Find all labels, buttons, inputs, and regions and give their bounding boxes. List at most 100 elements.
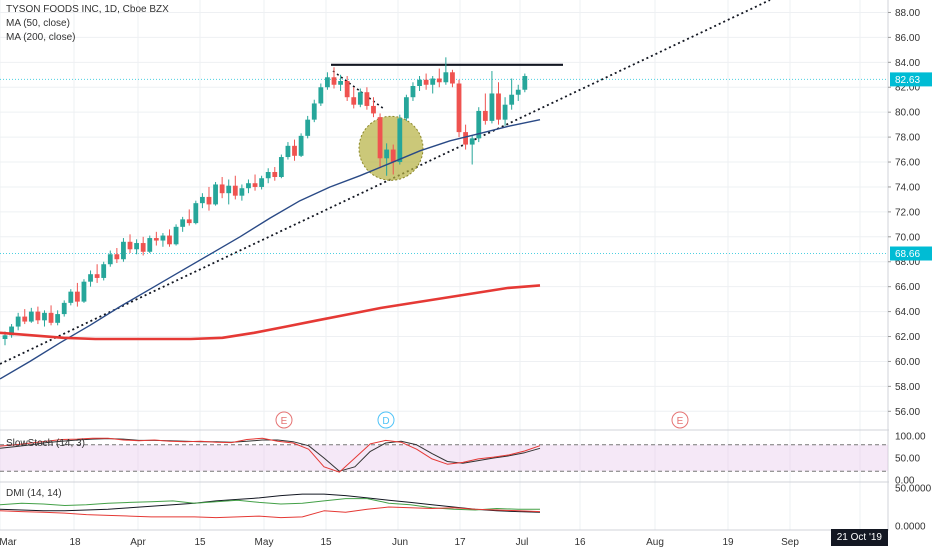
earnings-marker[interactable]: E	[671, 411, 689, 429]
candle-body	[55, 314, 61, 323]
dividend-marker[interactable]: D	[377, 411, 395, 429]
candle-up	[489, 71, 495, 124]
candle-up	[9, 324, 14, 338]
candle-body	[292, 145, 297, 156]
candle-down	[390, 144, 396, 175]
candle-up	[417, 76, 422, 91]
highlight-ellipse	[358, 115, 424, 181]
candle-up	[101, 261, 107, 281]
candle-up	[180, 216, 186, 232]
price-tag-label: 82.63	[895, 75, 920, 86]
candle-body	[160, 235, 166, 241]
candle-body	[384, 149, 390, 159]
price-tick-label: 84.00	[895, 58, 920, 69]
candle-body	[417, 79, 422, 86]
candle-body	[265, 172, 271, 179]
candle-body	[410, 86, 416, 98]
candle-up	[147, 235, 153, 254]
candle-down	[331, 67, 337, 89]
candle-up	[173, 224, 179, 246]
overlay-lines	[0, 0, 888, 365]
candle-body	[371, 105, 376, 114]
price-tick-label: 64.00	[895, 307, 920, 318]
candle-body	[364, 92, 370, 106]
candle-down	[482, 93, 488, 125]
candle-up	[265, 168, 271, 184]
candle-body	[344, 81, 350, 98]
dmi-tick-label: 50.0000	[895, 484, 932, 495]
candle-up	[134, 239, 139, 255]
time-tick-label: Jul	[516, 537, 529, 548]
candle-body	[9, 326, 14, 336]
candle-up	[213, 181, 218, 206]
candle-body	[107, 254, 113, 265]
price-tick-label: 78.00	[895, 133, 920, 144]
price-tick-label: 74.00	[895, 182, 920, 193]
price-tick-label: 88.00	[895, 8, 920, 19]
candle-down	[364, 87, 370, 110]
candle-body	[403, 97, 409, 119]
event-circle	[275, 411, 293, 429]
candle-body	[28, 311, 34, 322]
stoch-tick-label: 100.00	[895, 432, 926, 443]
candle-body	[22, 316, 28, 322]
candle-down	[436, 68, 442, 88]
chart-title: TYSON FOODS INC, 1D, Cboe BZX	[6, 4, 169, 15]
event-label: E	[281, 416, 288, 427]
time-tick-label: Mar	[0, 537, 17, 548]
candle-body	[114, 254, 120, 260]
candle-down	[74, 282, 80, 307]
candle-body	[200, 196, 205, 204]
price-tag-bg	[890, 246, 932, 261]
candle-body	[213, 184, 218, 205]
candle-body	[186, 219, 192, 224]
candle-up	[285, 142, 291, 160]
dmi-plus-line	[0, 498, 540, 511]
candle-up	[160, 233, 166, 247]
ma50-legend: MA (50, close)	[6, 18, 70, 29]
candle-down	[22, 309, 28, 325]
candle-body	[489, 93, 495, 121]
candle-down	[344, 76, 350, 101]
price-axis[interactable]: 88.00 86.00 84.00 82.00 80.00 78.00 76.00 74.00…	[888, 0, 932, 550]
time-tick-label: 15	[320, 537, 332, 548]
candle-down	[186, 209, 192, 226]
time-axis[interactable]: Mar 18 Apr 15 May 15 Jun 17 Jul 16 Aug 19 Sep	[0, 537, 799, 548]
ma200-line	[0, 284, 541, 341]
price-tick-label: 56.00	[895, 407, 920, 418]
candle-up	[88, 270, 93, 287]
stoch-band	[0, 444, 888, 472]
time-tick-label: 15	[194, 537, 206, 548]
candle-up	[298, 133, 304, 158]
candle-down	[371, 97, 376, 118]
candle-up	[325, 72, 330, 90]
candle-up	[430, 76, 436, 94]
dmi-panel	[0, 493, 541, 519]
price-tag-label: 68.66	[895, 249, 920, 260]
candle-down	[377, 113, 383, 169]
candle-body	[522, 76, 528, 90]
price-tag-bg	[890, 72, 932, 87]
stoch-k-line	[0, 437, 541, 473]
candle-body	[443, 72, 449, 83]
candle-up	[443, 57, 449, 85]
candle-body	[140, 243, 146, 252]
candle-body	[450, 72, 455, 84]
candle-up	[397, 114, 403, 165]
candle-body	[35, 311, 41, 321]
candle-body	[252, 183, 258, 187]
candle-body	[15, 316, 21, 327]
candle-up	[476, 107, 482, 143]
candle-body	[476, 110, 482, 139]
price-tick-label: 76.00	[895, 158, 920, 169]
time-tick-label: 18	[69, 537, 81, 548]
candle-down	[140, 236, 146, 256]
candle-body	[463, 132, 468, 145]
candle-body	[232, 185, 238, 196]
slow-stoch-panel	[0, 437, 888, 473]
earnings-marker[interactable]: E	[275, 411, 293, 429]
candle-body	[482, 110, 488, 121]
candle-body	[390, 149, 396, 163]
